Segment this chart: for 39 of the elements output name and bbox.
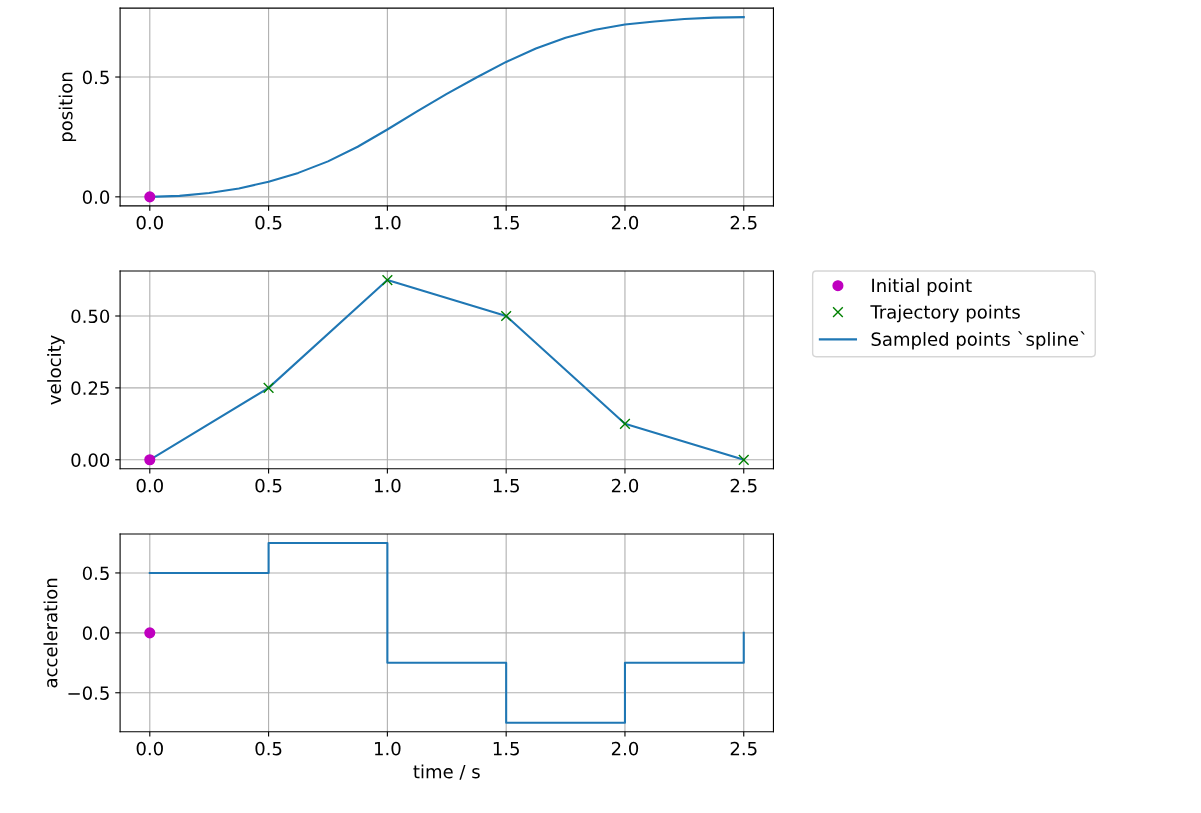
y-axis-title: acceleration [43, 578, 58, 688]
y-tick-label: 0.00 [71, 453, 110, 467]
x-tick-label: 2.0 [611, 478, 639, 493]
point [738, 454, 750, 466]
y-tick-label: 0.5 [82, 566, 109, 581]
x-tick-label: 2.5 [730, 478, 757, 493]
legend-label: Trajectory points [870, 304, 1020, 323]
y-tick-label: −0.5 [68, 686, 109, 700]
point [263, 382, 275, 394]
x-tick-label: 0.0 [136, 478, 163, 493]
x-tick-label: 0.5 [255, 478, 282, 493]
x-tick-label: 2.5 [730, 741, 757, 756]
point [144, 454, 156, 466]
y-tick-label: 0.50 [71, 309, 110, 324]
x-tick-label: 2.0 [611, 741, 639, 756]
y-axis-title: velocity [47, 335, 65, 405]
x-tick-label: 0.0 [136, 741, 163, 756]
x-tick-label: 2.0 [611, 215, 639, 230]
x-tick-label: 0.5 [255, 215, 282, 230]
x-tick-label: 0.0 [136, 215, 163, 230]
point [619, 418, 631, 430]
x-tick-label: 1.5 [493, 741, 519, 756]
x-axis-title: time / s [413, 764, 480, 780]
x-tick-label: 1.5 [493, 479, 519, 493]
point [500, 310, 512, 322]
x-tick-label: 1.0 [375, 478, 401, 493]
x-tick-label: 1.0 [375, 215, 401, 230]
y-axis-title: position [58, 72, 77, 142]
legend-label: Initial point [872, 278, 972, 296]
y-tick-label: 0.0 [82, 190, 110, 204]
x-tick-label: 0.5 [255, 741, 282, 756]
legend-label: Sampled points `spline` [871, 331, 1085, 350]
y-tick-label: 0.25 [71, 381, 109, 395]
y-tick-label: 0.5 [82, 70, 109, 85]
x-tick-label: 1.5 [493, 216, 519, 230]
y-tick-label: 0.0 [82, 626, 110, 640]
point [381, 274, 393, 286]
x-tick-label: 2.5 [730, 215, 757, 230]
x-tick-label: 1.0 [375, 741, 401, 756]
